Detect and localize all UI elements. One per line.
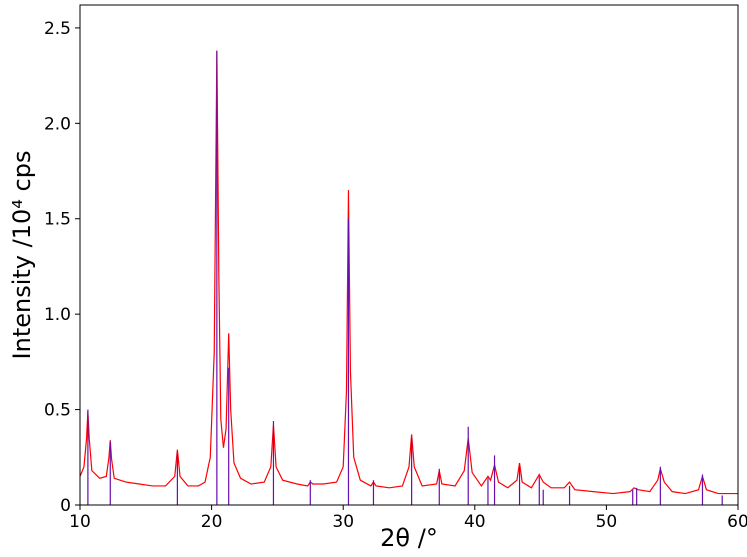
y-tick-label: 1.0 xyxy=(44,305,71,325)
y-tick-label: 1.5 xyxy=(44,210,71,230)
x-tick-label: 30 xyxy=(332,512,354,532)
plot-frame xyxy=(79,4,739,506)
x-tick-label: 50 xyxy=(596,512,618,532)
x-tick-label: 60 xyxy=(727,512,747,532)
x-tick-label: 20 xyxy=(201,512,223,532)
y-tick-label: 0 xyxy=(60,496,71,516)
spectrum-line xyxy=(79,50,738,495)
y-tick-label: 2.5 xyxy=(44,19,71,39)
x-tick-label: 40 xyxy=(464,512,486,532)
y-axis-label: Intensity /10⁴ cps xyxy=(8,151,36,360)
y-tick-label: 2.0 xyxy=(44,114,71,134)
x-axis-label: 2θ /° xyxy=(380,524,438,552)
x-tick-label: 10 xyxy=(69,512,91,532)
y-tick-label: 0.5 xyxy=(44,401,71,421)
